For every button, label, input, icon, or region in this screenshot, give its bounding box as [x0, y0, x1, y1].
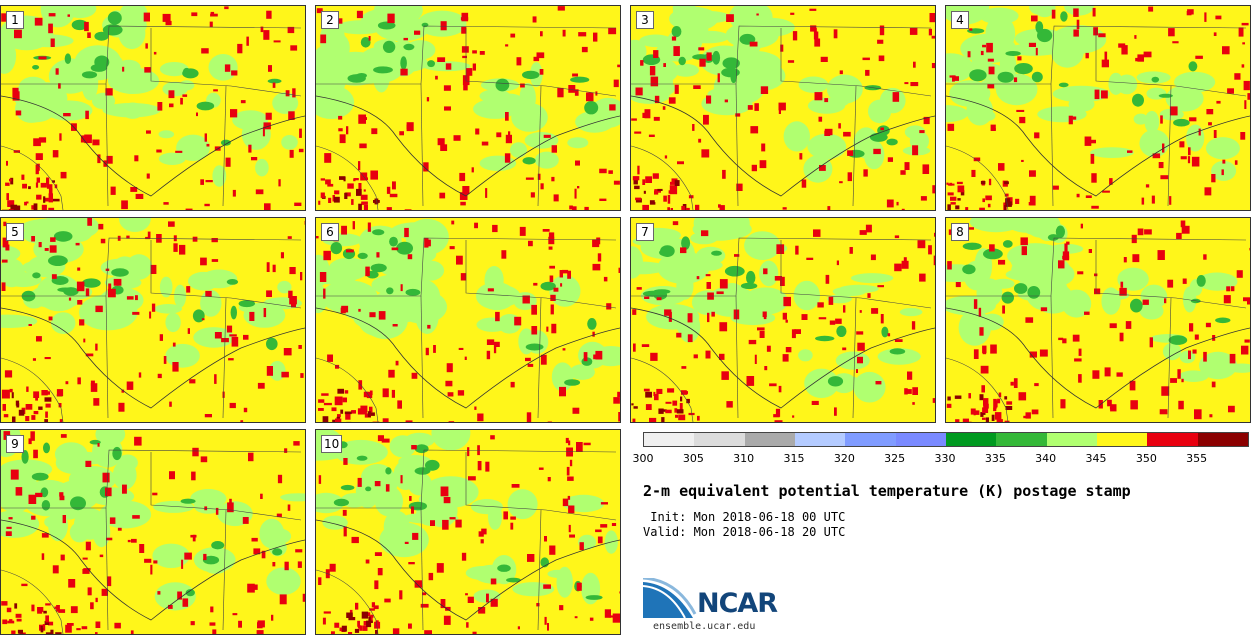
- theta-e-map: [316, 6, 620, 210]
- member-label: 10: [321, 435, 343, 453]
- colorbar-ticks: 300 305 310 315 320 325 330 335 340 345 350 355: [633, 452, 1247, 466]
- colorbar-tick-label: 310: [733, 452, 755, 465]
- colorbar-tick-label: 330: [934, 452, 956, 465]
- colorbar-tick-label: 325: [884, 452, 906, 465]
- colorbar-swatch-12: [1197, 433, 1248, 446]
- member-panel-5: 5: [0, 217, 306, 423]
- colorbar-swatch-11: [1147, 433, 1198, 446]
- member-panel-6: 6: [315, 217, 621, 423]
- colorbar-tick-label: 300: [632, 452, 654, 465]
- colorbar-swatch-4: [794, 433, 846, 446]
- member-panel-4: 4: [945, 5, 1251, 211]
- init-time: Init: Mon 2018-06-18 00 UTC: [643, 510, 846, 524]
- member-panel-8: 8: [945, 217, 1251, 423]
- theta-e-map: [316, 430, 620, 634]
- member-panel-3: 3: [630, 5, 936, 211]
- member-label: 1: [6, 11, 24, 29]
- member-label: 9: [6, 435, 24, 453]
- colorbar-swatch-8: [996, 433, 1047, 446]
- colorbar-tick-label: 340: [1035, 452, 1057, 465]
- figure-title: 2-m equivalent potential temperature (K)…: [643, 482, 1131, 500]
- colorbar-tick-label: 320: [833, 452, 855, 465]
- theta-e-map: [1, 6, 305, 210]
- member-label: 8: [951, 223, 969, 241]
- member-label: 6: [321, 223, 339, 241]
- member-label: 7: [636, 223, 654, 241]
- colorbar-tick-label: 345: [1085, 452, 1107, 465]
- member-label: 3: [636, 11, 654, 29]
- colorbar-tick-label: 305: [682, 452, 704, 465]
- colorbar-swatch-10: [1096, 433, 1148, 446]
- colorbar-swatch-7: [945, 433, 997, 446]
- member-label: 2: [321, 11, 339, 29]
- colorbar: [643, 432, 1249, 447]
- member-panel-1: 1: [0, 5, 306, 211]
- theta-e-map: [946, 6, 1250, 210]
- colorbar-swatch-5: [845, 433, 896, 446]
- theta-e-map: [316, 218, 620, 422]
- colorbar-swatch-6: [895, 433, 946, 446]
- ncar-logo-text: NCAR: [697, 588, 778, 619]
- colorbar-tick-label: 355: [1186, 452, 1208, 465]
- theta-e-map: [946, 218, 1250, 422]
- member-panel-10: 10: [315, 429, 621, 635]
- colorbar-swatch-2: [694, 433, 745, 446]
- member-label: 4: [951, 11, 969, 29]
- colorbar-tick-label: 315: [783, 452, 805, 465]
- theta-e-map: [631, 218, 935, 422]
- theta-e-map: [631, 6, 935, 210]
- colorbar-swatch-1: [644, 433, 695, 446]
- member-panel-9: 9: [0, 429, 306, 635]
- ncar-logo-icon: [643, 578, 697, 619]
- member-panel-7: 7: [630, 217, 936, 423]
- colorbar-swatch-9: [1046, 433, 1097, 446]
- theta-e-map: [1, 430, 305, 634]
- member-label: 5: [6, 223, 24, 241]
- colorbar-tick-label: 335: [984, 452, 1006, 465]
- colorbar-tick-label: 350: [1135, 452, 1157, 465]
- colorbar-swatch-3: [744, 433, 795, 446]
- site-url: ensemble.ucar.edu: [653, 621, 756, 632]
- member-panel-2: 2: [315, 5, 621, 211]
- valid-time: Valid: Mon 2018-06-18 20 UTC: [643, 525, 846, 539]
- theta-e-map: [1, 218, 305, 422]
